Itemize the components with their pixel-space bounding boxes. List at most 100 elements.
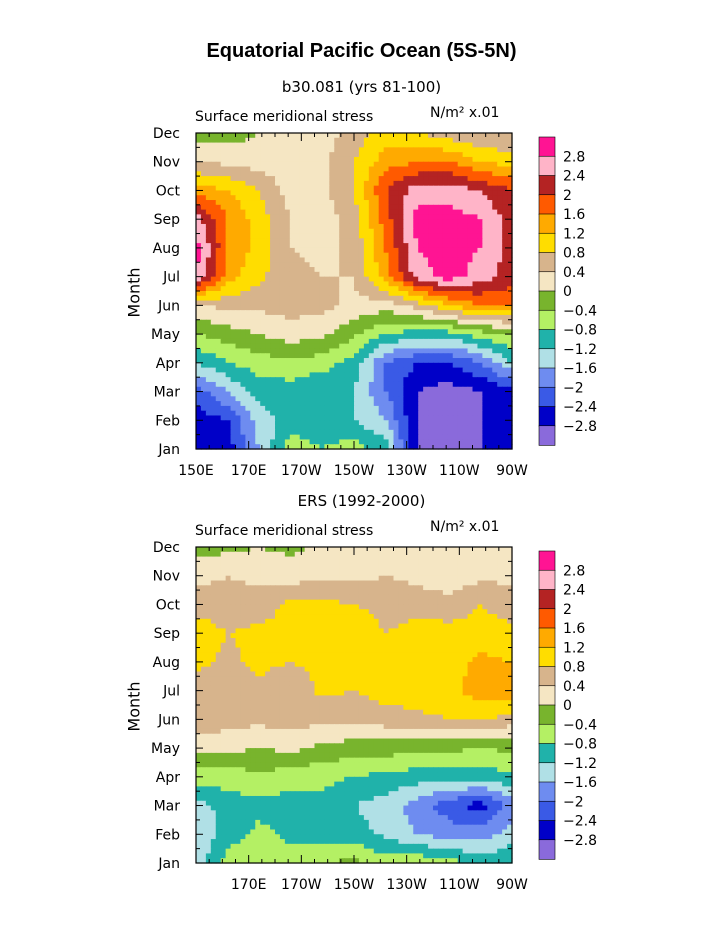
heatmap-cell	[200, 372, 207, 378]
heatmap-cell	[314, 415, 321, 421]
heatmap-cell	[275, 401, 281, 407]
heatmap-cell	[225, 324, 232, 330]
heatmap-cell	[200, 171, 207, 177]
heatmap-cell	[383, 305, 390, 311]
heatmap-cell	[284, 556, 291, 562]
heatmap-cell	[309, 396, 316, 402]
heatmap-cell	[437, 425, 444, 431]
heatmap-cell	[260, 372, 266, 378]
heatmap-cell	[502, 556, 508, 562]
heatmap-cell	[245, 190, 251, 196]
heatmap-cell	[507, 439, 513, 445]
heatmap-cell	[255, 257, 261, 263]
heatmap-cell	[215, 137, 222, 144]
heatmap-cell	[240, 429, 246, 436]
heatmap-cell	[363, 281, 370, 287]
heatmap-cell	[270, 401, 276, 407]
heatmap-cell	[210, 348, 217, 354]
heatmap-cell	[270, 281, 276, 287]
heatmap-cell	[324, 247, 330, 254]
heatmap-cell	[487, 252, 493, 259]
heatmap-cell	[196, 570, 202, 577]
heatmap-cell	[230, 166, 237, 172]
heatmap-cell	[270, 314, 276, 321]
heatmap-cell	[334, 180, 340, 187]
heatmap-cell	[423, 367, 429, 373]
heatmap-cell	[225, 348, 232, 354]
heatmap-cell	[225, 434, 232, 441]
heatmap-cell	[403, 195, 409, 201]
heatmap-cell	[304, 391, 311, 397]
heatmap-cell	[393, 575, 400, 582]
heatmap-cell	[314, 590, 321, 596]
heatmap-cell	[279, 561, 286, 567]
heatmap-cell	[329, 276, 335, 283]
heatmap-cell	[284, 228, 291, 235]
heatmap-cell	[507, 233, 513, 239]
heatmap-cell	[437, 300, 444, 306]
heatmap-cell	[437, 372, 444, 378]
heatmap-cell	[462, 415, 469, 421]
heatmap-cell	[309, 204, 316, 211]
heatmap-cell	[284, 223, 291, 230]
panel2-variable-label: Surface meridional stress	[195, 523, 374, 539]
heatmap-cell	[373, 152, 380, 158]
heatmap-cell	[215, 585, 222, 591]
heatmap-cell	[220, 561, 227, 567]
heatmap-cell	[344, 243, 350, 249]
heatmap-cell	[210, 281, 217, 287]
heatmap-cell	[270, 243, 276, 249]
heatmap-cell	[200, 223, 207, 230]
heatmap-cell	[319, 381, 325, 388]
heatmap-cell	[393, 247, 400, 254]
x-tick-label: 150E	[178, 463, 214, 479]
heatmap-cell	[260, 547, 266, 553]
heatmap-cell	[413, 195, 419, 201]
heatmap-cell	[408, 348, 414, 354]
heatmap-cell	[472, 209, 479, 215]
heatmap-cell	[260, 415, 266, 421]
heatmap-cell	[447, 547, 454, 553]
heatmap-cell	[339, 204, 345, 211]
heatmap-cell	[457, 252, 464, 259]
heatmap-cell	[196, 551, 202, 558]
heatmap-cell	[200, 252, 207, 259]
heatmap-cell	[210, 561, 217, 567]
heatmap-cell	[235, 166, 242, 172]
heatmap-cell	[196, 372, 202, 378]
heatmap-cell	[358, 561, 365, 567]
heatmap-cell	[299, 200, 306, 206]
heatmap-cell	[433, 156, 439, 163]
heatmap-cell	[270, 372, 276, 378]
heatmap-cell	[270, 425, 276, 431]
heatmap-cell	[314, 585, 321, 591]
heatmap-cell	[339, 362, 345, 369]
heatmap-cell	[358, 200, 365, 206]
heatmap-cell	[304, 219, 311, 225]
heatmap-cell	[403, 410, 409, 417]
heatmap-cell	[388, 271, 395, 278]
heatmap-cell	[363, 444, 370, 450]
heatmap-cell	[452, 372, 459, 378]
heatmap-cell	[205, 590, 212, 596]
heatmap-cell	[299, 429, 306, 436]
heatmap-cell	[309, 300, 316, 306]
heatmap-cell	[260, 137, 266, 144]
heatmap-cell	[250, 434, 256, 441]
heatmap-cell	[373, 156, 380, 163]
heatmap-cell	[349, 585, 355, 591]
heatmap-cell	[492, 252, 498, 259]
heatmap-cell	[265, 257, 271, 263]
heatmap-cell	[235, 310, 242, 316]
heatmap-cell	[423, 214, 429, 220]
heatmap-cell	[215, 195, 222, 201]
heatmap-cell	[487, 276, 493, 283]
heatmap-cell	[472, 358, 479, 364]
heatmap-cell	[383, 367, 390, 373]
heatmap-cell	[398, 381, 404, 388]
heatmap-cell	[502, 367, 508, 373]
heatmap-cell	[433, 405, 439, 412]
heatmap-cell	[196, 324, 202, 330]
heatmap-cell	[270, 238, 276, 244]
heatmap-cell	[279, 362, 286, 369]
